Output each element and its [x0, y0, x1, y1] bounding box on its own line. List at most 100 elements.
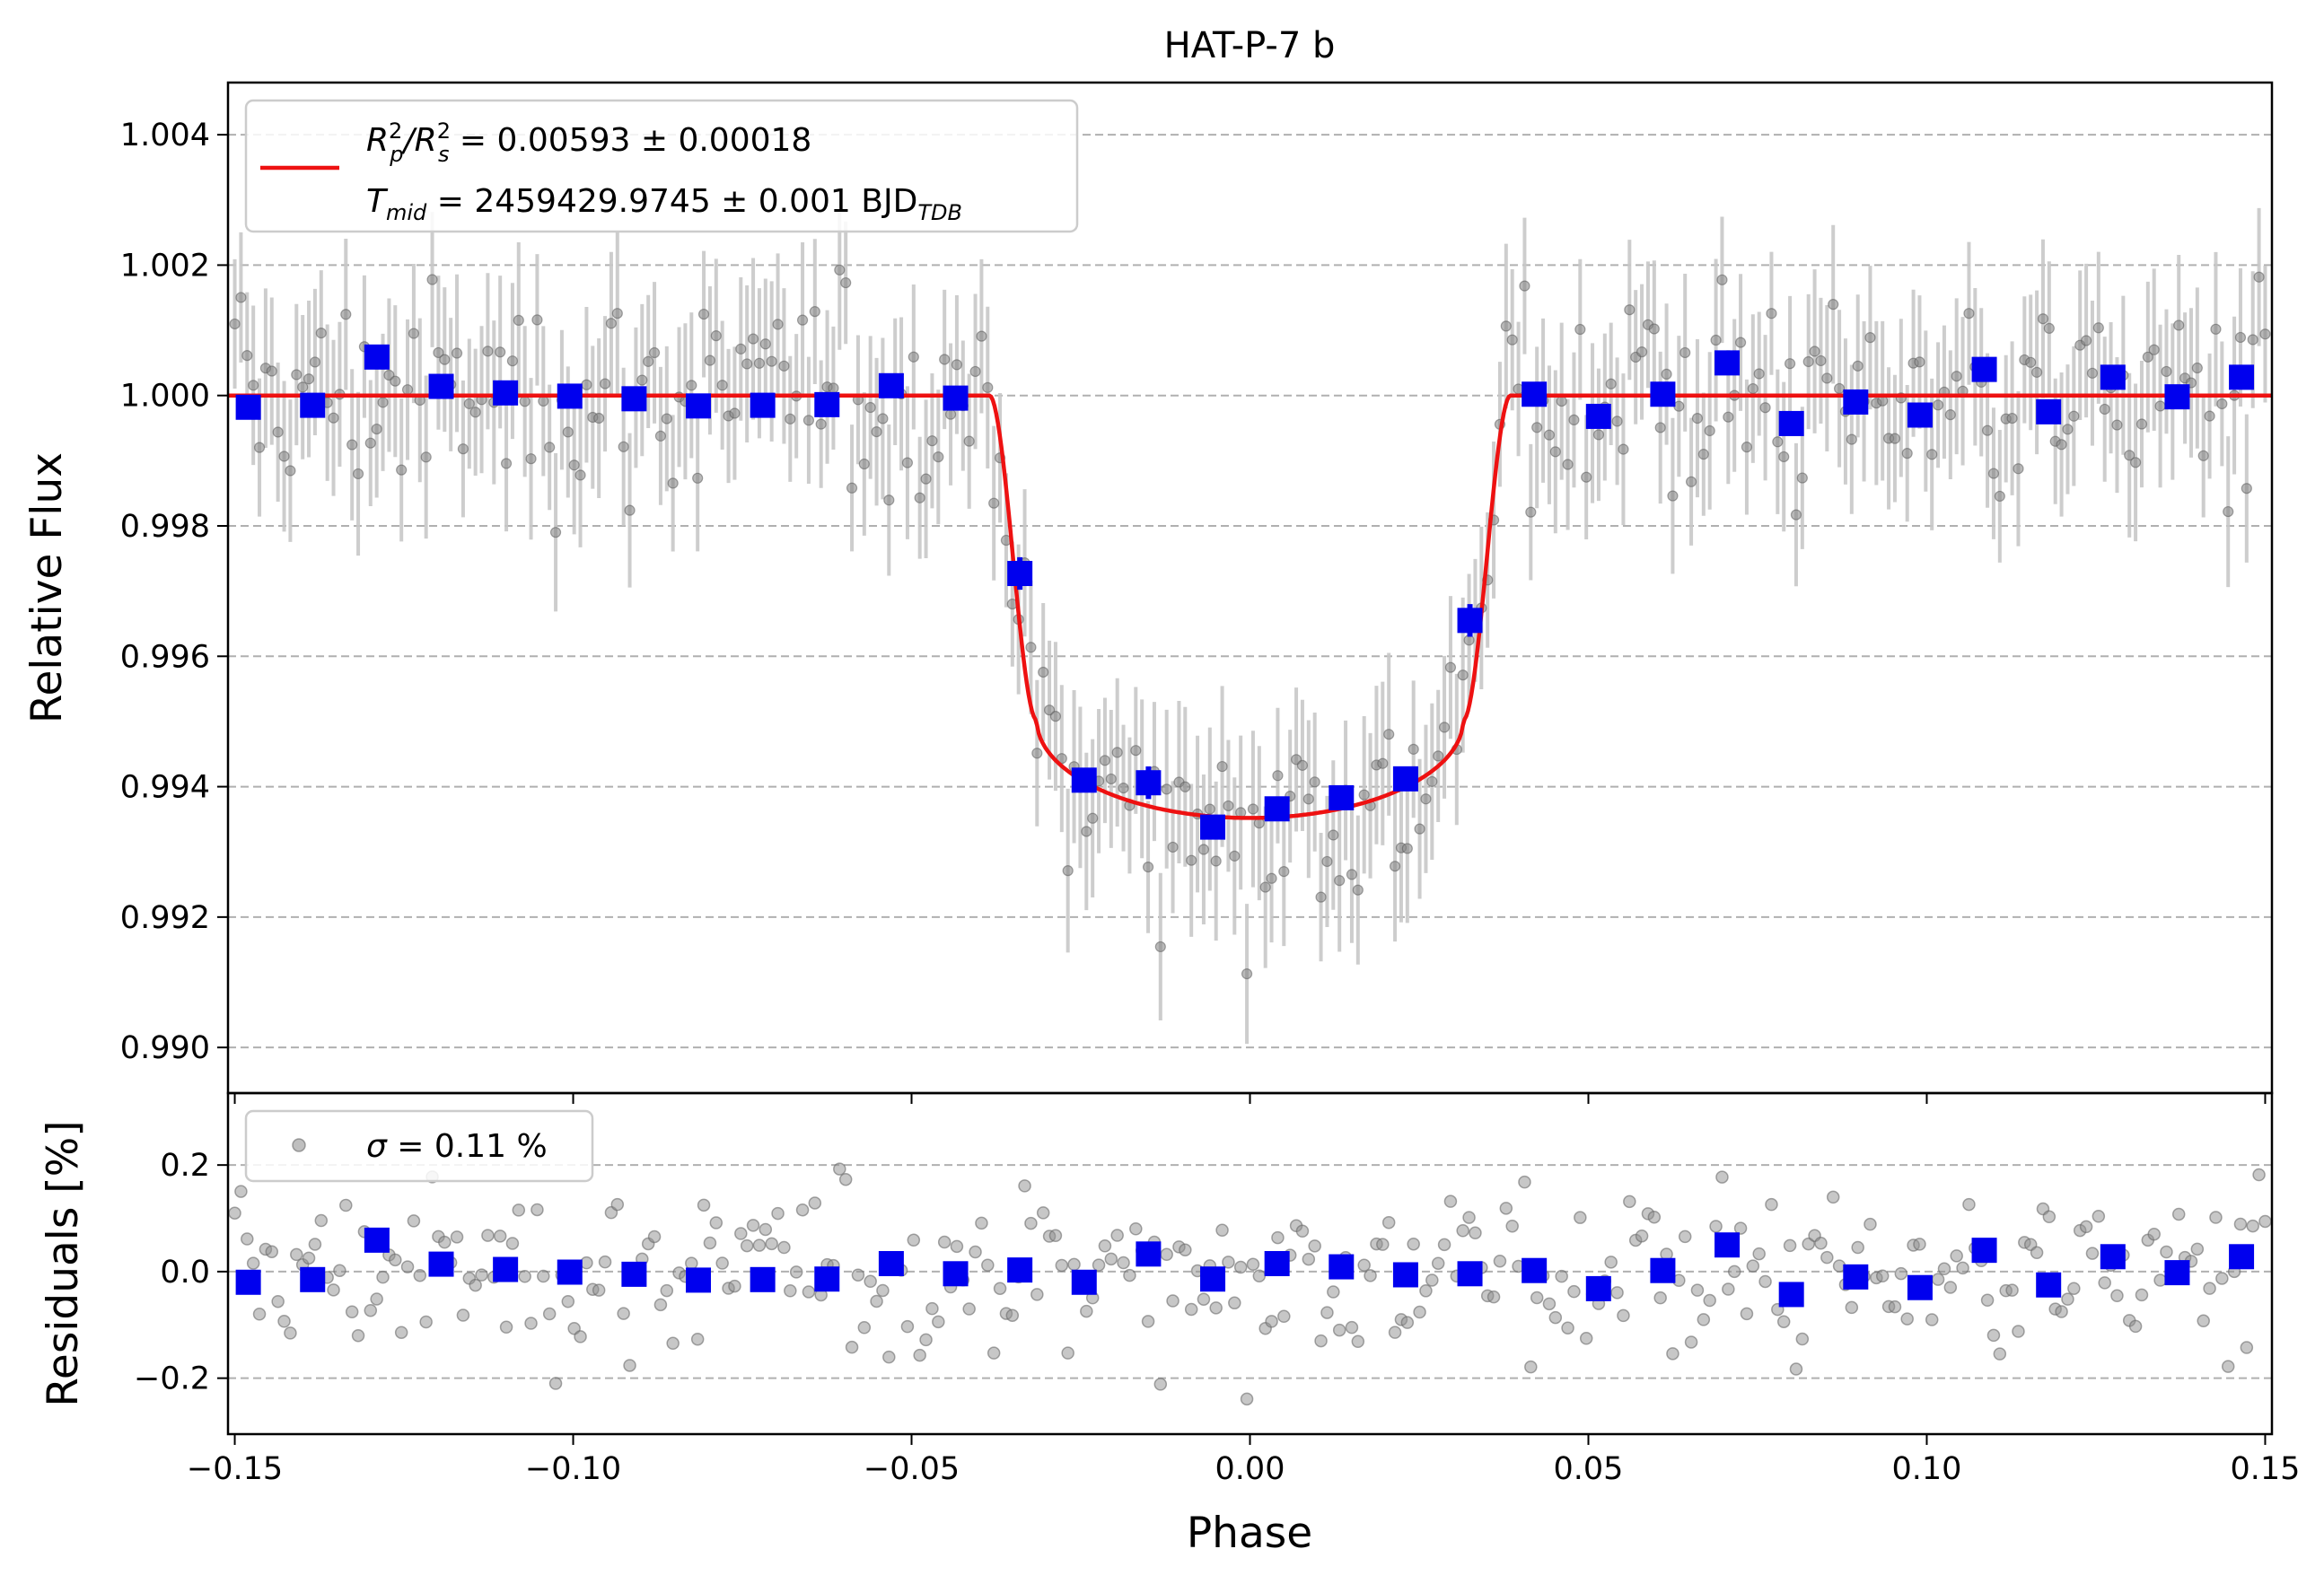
flux-x-ticks [233, 1093, 2267, 1104]
flux-raw-point [1241, 967, 1253, 980]
flux-raw-point [581, 379, 592, 390]
residual-y-tick-label: 0.0 [160, 1255, 210, 1291]
flux-raw-point [574, 469, 586, 481]
residual-raw-point [1437, 1238, 1451, 1252]
residual-raw-point [1845, 1300, 1859, 1315]
residual-binned-point [1778, 1282, 1804, 1308]
residual-raw-point [1209, 1301, 1223, 1315]
flux-raw-point [309, 356, 321, 368]
residual-raw-point [1684, 1335, 1698, 1349]
residual-raw-point [1567, 1284, 1581, 1299]
flux-raw-point [1648, 323, 1660, 335]
flux-raw-point [538, 395, 549, 407]
flux-raw-point [796, 314, 809, 326]
flux-raw-point [778, 360, 790, 372]
flux-raw-point [1186, 854, 1197, 866]
flux-raw-point [433, 346, 444, 359]
flux-raw-point [901, 457, 914, 468]
residual-y-axis-label: Residuals [%] [39, 1120, 88, 1406]
flux-raw-point [519, 396, 531, 407]
residual-raw-point [808, 1196, 822, 1210]
residual-raw-point [1913, 1238, 1926, 1251]
flux-raw-point [1685, 476, 1697, 487]
residual-binned-point [878, 1251, 904, 1276]
residual-raw-point [2030, 1246, 2044, 1260]
residual-raw-point [1357, 1258, 1371, 1272]
residual-raw-point [1462, 1211, 1476, 1224]
flux-raw-point [2259, 328, 2271, 340]
flux-raw-point [2099, 403, 2110, 416]
flux-raw-point [1229, 850, 1241, 862]
residual-raw-point [740, 1238, 754, 1253]
flux-raw-point [544, 442, 556, 453]
residual-raw-point [1381, 1215, 1396, 1230]
residual-raw-point [1937, 1262, 1951, 1276]
flux-raw-point [1710, 334, 1722, 346]
flux-binned-point [1136, 770, 1162, 796]
legend-depth-sup2: 2 [437, 118, 451, 144]
residual-raw-point [1740, 1307, 1754, 1321]
flux-raw-point [605, 318, 618, 329]
residual-raw-point [1061, 1346, 1074, 1360]
residual-raw-point [370, 1292, 383, 1306]
residual-binned-point [814, 1266, 840, 1292]
residual-raw-point [789, 1265, 803, 1279]
residual-raw-point [2079, 1220, 2093, 1234]
residual-binned-point [1522, 1257, 1548, 1283]
legend-sigma-symbol: σ [366, 1128, 388, 1165]
residual-raw-point [1666, 1347, 1679, 1361]
residual-raw-point [2110, 1289, 2124, 1303]
flux-raw-point [1272, 770, 1284, 782]
flux-raw-point [963, 435, 975, 447]
flux-raw-point [1889, 433, 1901, 444]
flux-raw-point [593, 412, 605, 424]
legend-tmid-tdb: TDB [917, 200, 962, 225]
flux-raw-point [1105, 773, 1117, 785]
residual-raw-point [2147, 1227, 2161, 1241]
residual-binned-point [364, 1227, 390, 1253]
residual-raw-point [1104, 1252, 1118, 1266]
flux-raw-point [291, 369, 303, 381]
residual-raw-point [1579, 1332, 1593, 1345]
residual-raw-point [1456, 1224, 1469, 1238]
flux-raw-point [939, 354, 951, 365]
flux-raw-point [278, 451, 290, 462]
flux-raw-point [1401, 843, 1413, 854]
residual-raw-point [1875, 1269, 1890, 1283]
flux-binned-point [2229, 364, 2255, 390]
flux-y-tick-label: 0.998 [120, 509, 210, 545]
residual-x-tick-label: −0.15 [187, 1451, 283, 1487]
flux-raw-point [1852, 360, 1864, 372]
flux-raw-point [451, 347, 463, 359]
flux-raw-point [525, 453, 537, 465]
flux-raw-point [1328, 829, 1339, 841]
residual-raw-point [407, 1214, 421, 1228]
residual-binned-point [750, 1266, 776, 1292]
residual-legend: σ = 0.11 % [244, 1109, 594, 1183]
flux-raw-point [785, 413, 796, 424]
flux-binned-point [364, 344, 390, 370]
residual-raw-point [864, 1274, 877, 1289]
residual-raw-point [1098, 1239, 1112, 1253]
residual-raw-point [241, 1232, 254, 1246]
flux-binned-point [1778, 410, 1804, 436]
residual-raw-point [1351, 1335, 1365, 1349]
residual-binned-point [943, 1261, 969, 1287]
residual-raw-point [1048, 1229, 1063, 1243]
residual-raw-point [1179, 1243, 1192, 1257]
flux-raw-point [643, 355, 654, 367]
residual-raw-point [469, 1278, 482, 1292]
residual-raw-point [1715, 1170, 1729, 1184]
residual-raw-point [1265, 1315, 1278, 1328]
residual-raw-point [2135, 1288, 2149, 1302]
flux-raw-point [2129, 457, 2142, 468]
flux-raw-point [346, 439, 358, 451]
flux-raw-point [531, 314, 543, 326]
flux-raw-point [1790, 509, 1802, 521]
flux-binned-point [1457, 608, 1483, 634]
residual-binned-point [2164, 1260, 2190, 1286]
flux-raw-point [1581, 471, 1592, 483]
residual-raw-point [333, 1264, 346, 1278]
flux-raw-point [426, 274, 438, 285]
residual-raw-point [1623, 1195, 1636, 1209]
